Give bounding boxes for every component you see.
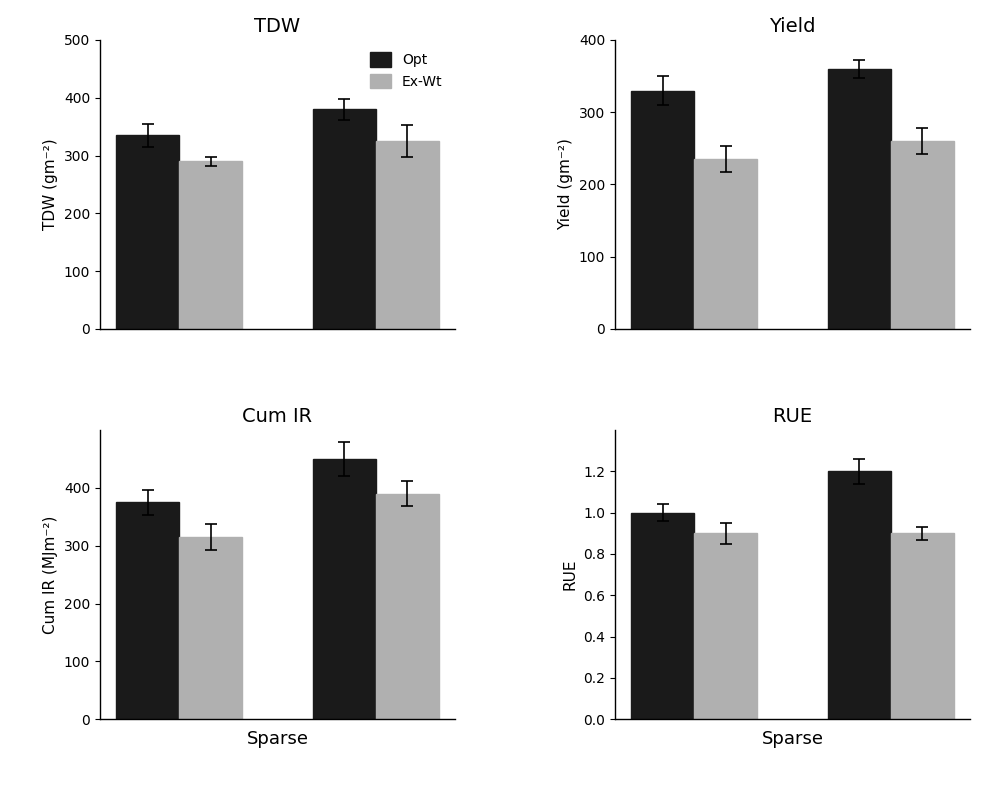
Title: Yield: Yield [769,17,816,36]
Bar [828,69,891,329]
Bar [116,135,179,329]
Bar [694,159,757,329]
Title: TDW: TDW [254,17,301,36]
Bar [828,471,891,719]
Y-axis label: Yield (gm⁻²): Yield (gm⁻²) [558,138,573,230]
Bar [376,494,439,719]
Bar [891,533,954,719]
Bar [891,141,954,329]
Bar [179,161,242,329]
Bar [116,503,179,719]
Bar [631,513,694,719]
X-axis label: Sparse: Sparse [761,729,823,748]
Bar [313,459,376,719]
Bar [313,109,376,329]
Y-axis label: Cum IR (MJm⁻²): Cum IR (MJm⁻²) [43,515,58,634]
Y-axis label: TDW (gm⁻²): TDW (gm⁻²) [43,139,58,230]
Title: RUE: RUE [772,407,813,426]
Bar [694,533,757,719]
Title: Cum IR: Cum IR [242,407,313,426]
Y-axis label: RUE: RUE [563,559,578,590]
Legend: Opt, Ex-Wt: Opt, Ex-Wt [364,47,448,94]
Bar [631,90,694,329]
X-axis label: Sparse: Sparse [247,729,309,748]
Bar [376,141,439,329]
Bar [179,537,242,719]
